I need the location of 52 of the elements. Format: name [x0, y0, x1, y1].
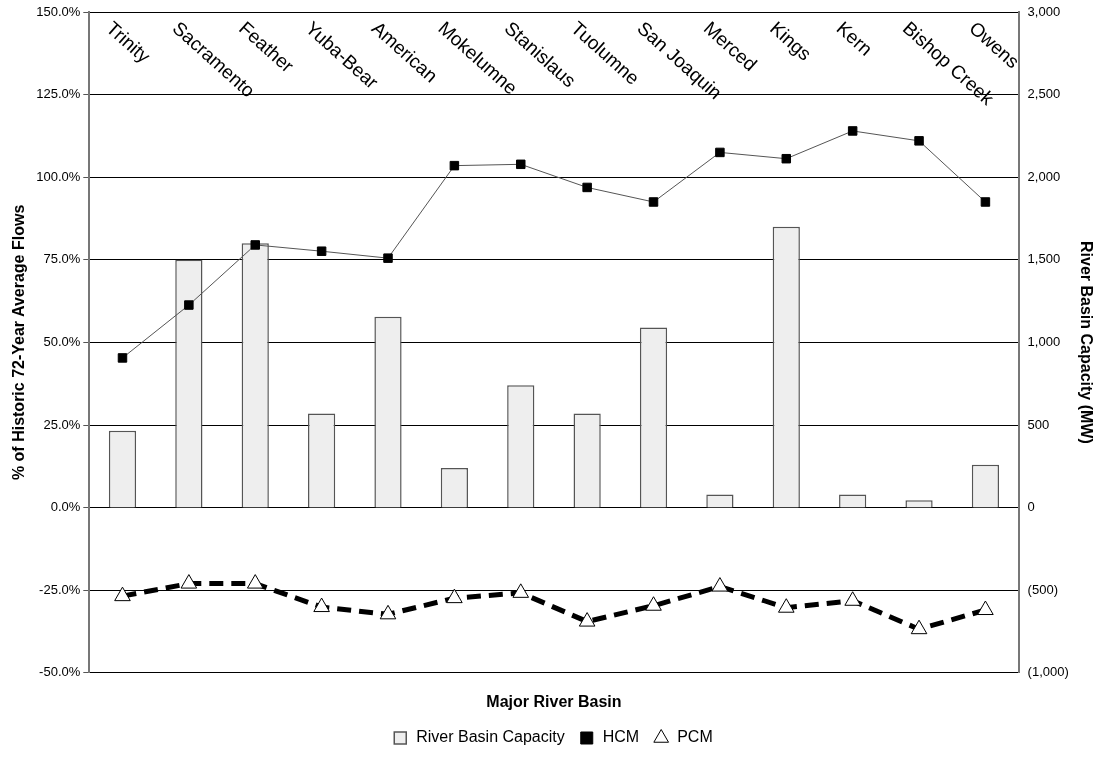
point [449, 160, 460, 171]
point [184, 300, 194, 310]
point [246, 574, 264, 589]
point [910, 619, 928, 635]
point [316, 246, 327, 256]
y2-tick-label: (500) [1027, 581, 1058, 597]
point [980, 197, 991, 207]
point [844, 591, 861, 606]
point [180, 574, 198, 589]
point [582, 182, 592, 193]
point [914, 136, 924, 146]
point [117, 353, 128, 363]
point [645, 596, 662, 611]
point [512, 583, 530, 598]
y-tick-label: 100.0% [36, 168, 81, 184]
point [379, 604, 397, 620]
point [114, 586, 131, 602]
y-tick-label: 125.0% [36, 86, 81, 102]
y2-tick-label: 2,000 [1027, 168, 1061, 184]
point [446, 588, 463, 604]
y-tick-label: 0.0% [50, 499, 81, 515]
y-tick-label: 150.0% [36, 3, 81, 19]
y-tick-label: -50.0% [39, 664, 81, 680]
point [781, 153, 792, 164]
point [711, 577, 729, 592]
point [777, 598, 795, 613]
y-tick-label: 50.0% [43, 333, 81, 349]
y-tick-label: -25.0% [39, 581, 81, 597]
y2-tick-label: 3,000 [1027, 3, 1061, 19]
point [578, 612, 596, 627]
y2-tick-label: 1,000 [1027, 333, 1061, 349]
y-tick-label: 75.0% [43, 251, 81, 267]
point [313, 597, 330, 613]
legend-label: HCM [602, 728, 640, 746]
y-axis-title: % of Historic 72-Year Average Flows [10, 204, 28, 481]
y2-tick-label: 2,500 [1027, 86, 1061, 102]
point [648, 197, 659, 207]
y2-tick-label: 0 [1027, 499, 1035, 515]
y2-tick-label: 1,500 [1027, 251, 1061, 267]
point [847, 126, 858, 136]
y2-axis-title: River Basin Capacity (MW) [1077, 241, 1095, 444]
point [250, 240, 260, 250]
y2-tick-label: 500 [1027, 416, 1050, 432]
legend-label: River Basin Capacity [416, 728, 565, 746]
x-axis-title: Major River Basin [486, 692, 622, 710]
point [383, 253, 393, 263]
point [977, 600, 994, 616]
y-tick-label: 25.0% [43, 416, 81, 432]
point [516, 159, 526, 170]
point [715, 147, 725, 158]
legend-label: PCM [677, 728, 713, 746]
y2-tick-label: (1,000) [1027, 664, 1069, 680]
